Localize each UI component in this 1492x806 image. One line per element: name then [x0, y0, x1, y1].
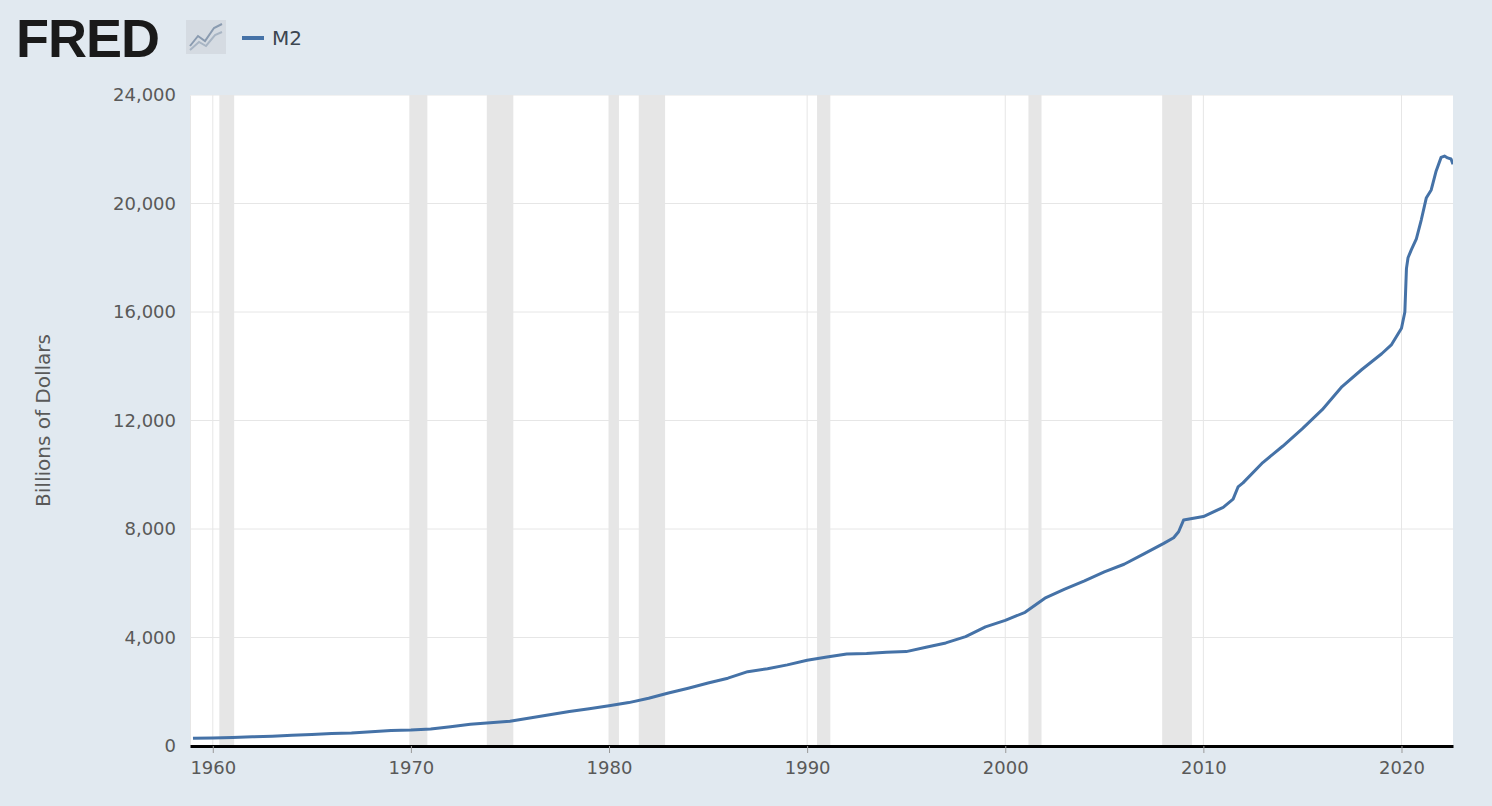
grid-line [1005, 95, 1006, 746]
x-tick-mark [411, 746, 412, 753]
x-tick-label: 1980 [587, 757, 633, 778]
x-tick: 2020 [1379, 746, 1425, 778]
legend-label: M2 [272, 26, 302, 50]
y-tick-label: 8,000 [124, 518, 176, 539]
x-tick-label: 1990 [785, 757, 831, 778]
brand-logo: FRED [16, 8, 159, 68]
grid-line [807, 95, 808, 746]
x-tick-mark [1005, 746, 1006, 753]
y-tick-label: 24,000 [113, 84, 176, 105]
grid-line [1401, 95, 1402, 746]
x-tick: 2000 [983, 746, 1029, 778]
x-axis: 1960 1970 1980 1990 2000 2010 2020 [190, 746, 1453, 778]
y-tick: 4,000 [124, 627, 190, 648]
x-tick-mark [609, 746, 610, 753]
x-tick: 1980 [587, 746, 633, 778]
background [0, 0, 1492, 806]
y-tick-label: 16,000 [113, 301, 176, 322]
x-tick: 1960 [190, 746, 236, 778]
x-tick-label: 1970 [388, 757, 434, 778]
y-axis-title: Billions of Dollars [31, 334, 55, 507]
icon-line [190, 32, 222, 50]
brand-icon [186, 20, 226, 54]
plot [190, 95, 1453, 746]
x-tick-mark [213, 746, 214, 753]
grid-line [190, 203, 1453, 204]
y-tick-label: 20,000 [113, 193, 176, 214]
icon-box [186, 20, 226, 54]
x-axis-line [191, 745, 1454, 748]
x-tick: 1970 [388, 746, 434, 778]
y-axis-line [190, 96, 191, 747]
plot-area [190, 95, 1453, 746]
y-tick: 12,000 [113, 410, 190, 431]
y-tick: 24,000 [113, 84, 190, 105]
grid-line [1203, 95, 1204, 746]
x-tick: 2010 [1181, 746, 1227, 778]
y-tick-label: 0 [165, 735, 176, 756]
y-axis: 0 4,000 8,000 12,000 16,000 20,000 24,000 [113, 84, 190, 756]
legend-swatch [242, 36, 264, 40]
grid-line [190, 312, 1453, 313]
x-tick-label: 1960 [190, 757, 236, 778]
chart: 04,0008,00012,00016,00020,00024,00019601… [0, 0, 1492, 806]
data-line [193, 156, 1453, 738]
x-tick-mark [1401, 746, 1402, 753]
y-tick-label: 4,000 [124, 627, 176, 648]
y-tick-label: 12,000 [113, 410, 176, 431]
y-tick: 0 [165, 735, 190, 756]
y-tick: 16,000 [113, 301, 190, 322]
y-tick: 20,000 [113, 193, 190, 214]
grid-line [410, 95, 411, 746]
grid-line [190, 637, 1453, 638]
grid-line [190, 529, 1453, 530]
x-tick-label: 2020 [1379, 757, 1425, 778]
grid-line [609, 95, 610, 746]
grid-line [190, 746, 1453, 747]
grid-line [190, 420, 1453, 421]
x-tick-label: 2000 [983, 757, 1029, 778]
x-tick: 1990 [785, 746, 831, 778]
y-tick: 8,000 [124, 518, 190, 539]
x-tick-mark [1203, 746, 1204, 753]
grid-line [212, 95, 213, 746]
grid-line [190, 95, 1453, 96]
x-tick-mark [807, 746, 808, 753]
x-tick-label: 2010 [1181, 757, 1227, 778]
